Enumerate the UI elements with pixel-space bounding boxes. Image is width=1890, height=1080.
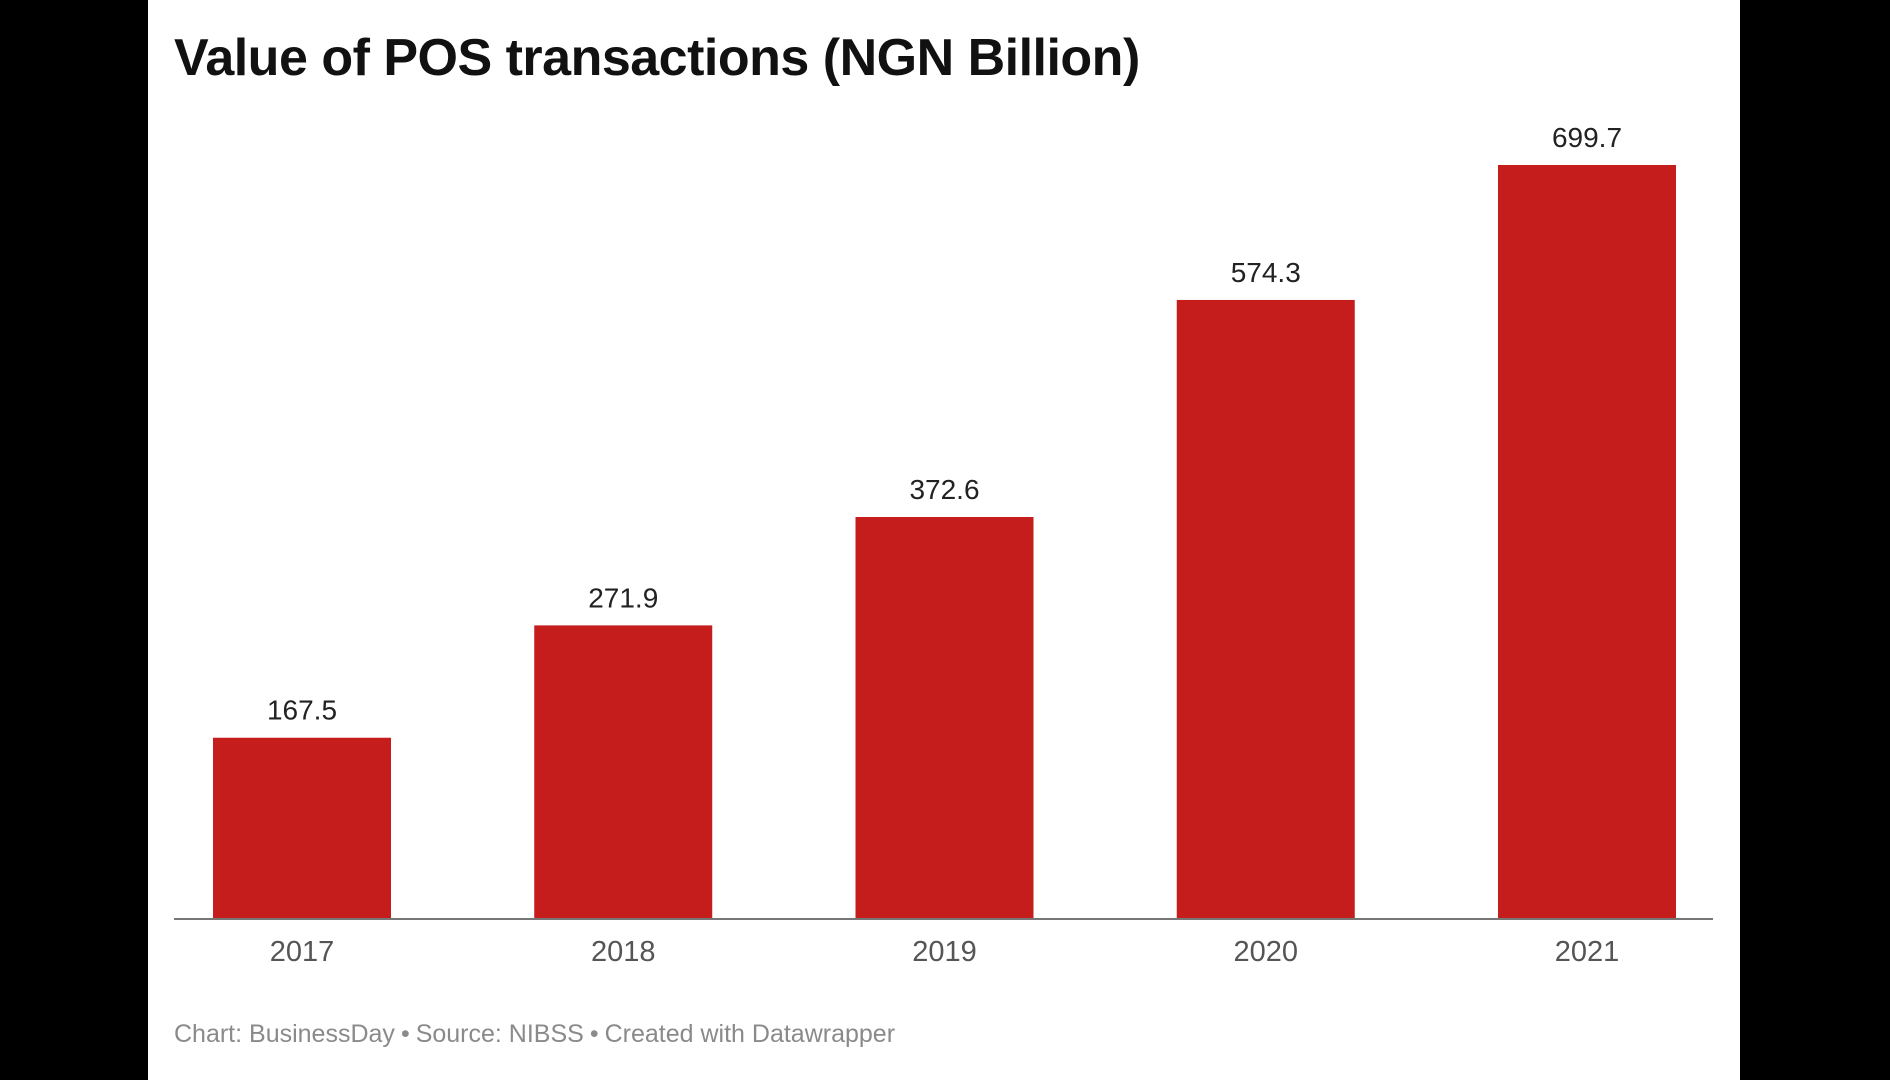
x-tick-label-2021: 2021: [1555, 936, 1620, 968]
footer-chart-credit: Chart: BusinessDay: [174, 1020, 395, 1048]
value-label-2017: 167.5: [267, 695, 337, 726]
value-label-2019: 372.6: [909, 474, 979, 505]
chart-panel: Value of POS transactions (NGN Billion) …: [148, 0, 1740, 1080]
value-label-2020: 574.3: [1231, 257, 1301, 288]
footer-created-with: Created with Datawrapper: [604, 1020, 896, 1048]
bar-2017: [213, 737, 391, 918]
footer-separator: •: [589, 1020, 599, 1048]
bars-group: [213, 165, 1676, 919]
chart-title: Value of POS transactions (NGN Billion): [174, 29, 1140, 87]
value-labels-group: 167.5 271.9 372.6 574.3 699.7: [267, 122, 1622, 726]
bar-2018: [534, 625, 713, 918]
bar-2021: [1498, 165, 1676, 918]
bar-2019: [855, 517, 1034, 918]
bar-2020: [1176, 299, 1355, 919]
value-label-2021: 699.7: [1552, 122, 1622, 153]
chart-footer: Chart: BusinessDay • Source: NIBSS • Created…: [174, 1020, 895, 1049]
x-tick-labels-group: 2017 2018 2019 2020 2021: [270, 936, 1620, 968]
x-tick-label-2019: 2019: [912, 936, 977, 968]
footer-separator: •: [400, 1020, 410, 1048]
x-tick-label-2020: 2020: [1233, 936, 1298, 968]
x-tick-label-2017: 2017: [270, 936, 335, 968]
footer-source: Source: NIBSS: [415, 1020, 584, 1048]
x-tick-label-2018: 2018: [591, 936, 656, 968]
value-label-2018: 271.9: [588, 582, 658, 613]
